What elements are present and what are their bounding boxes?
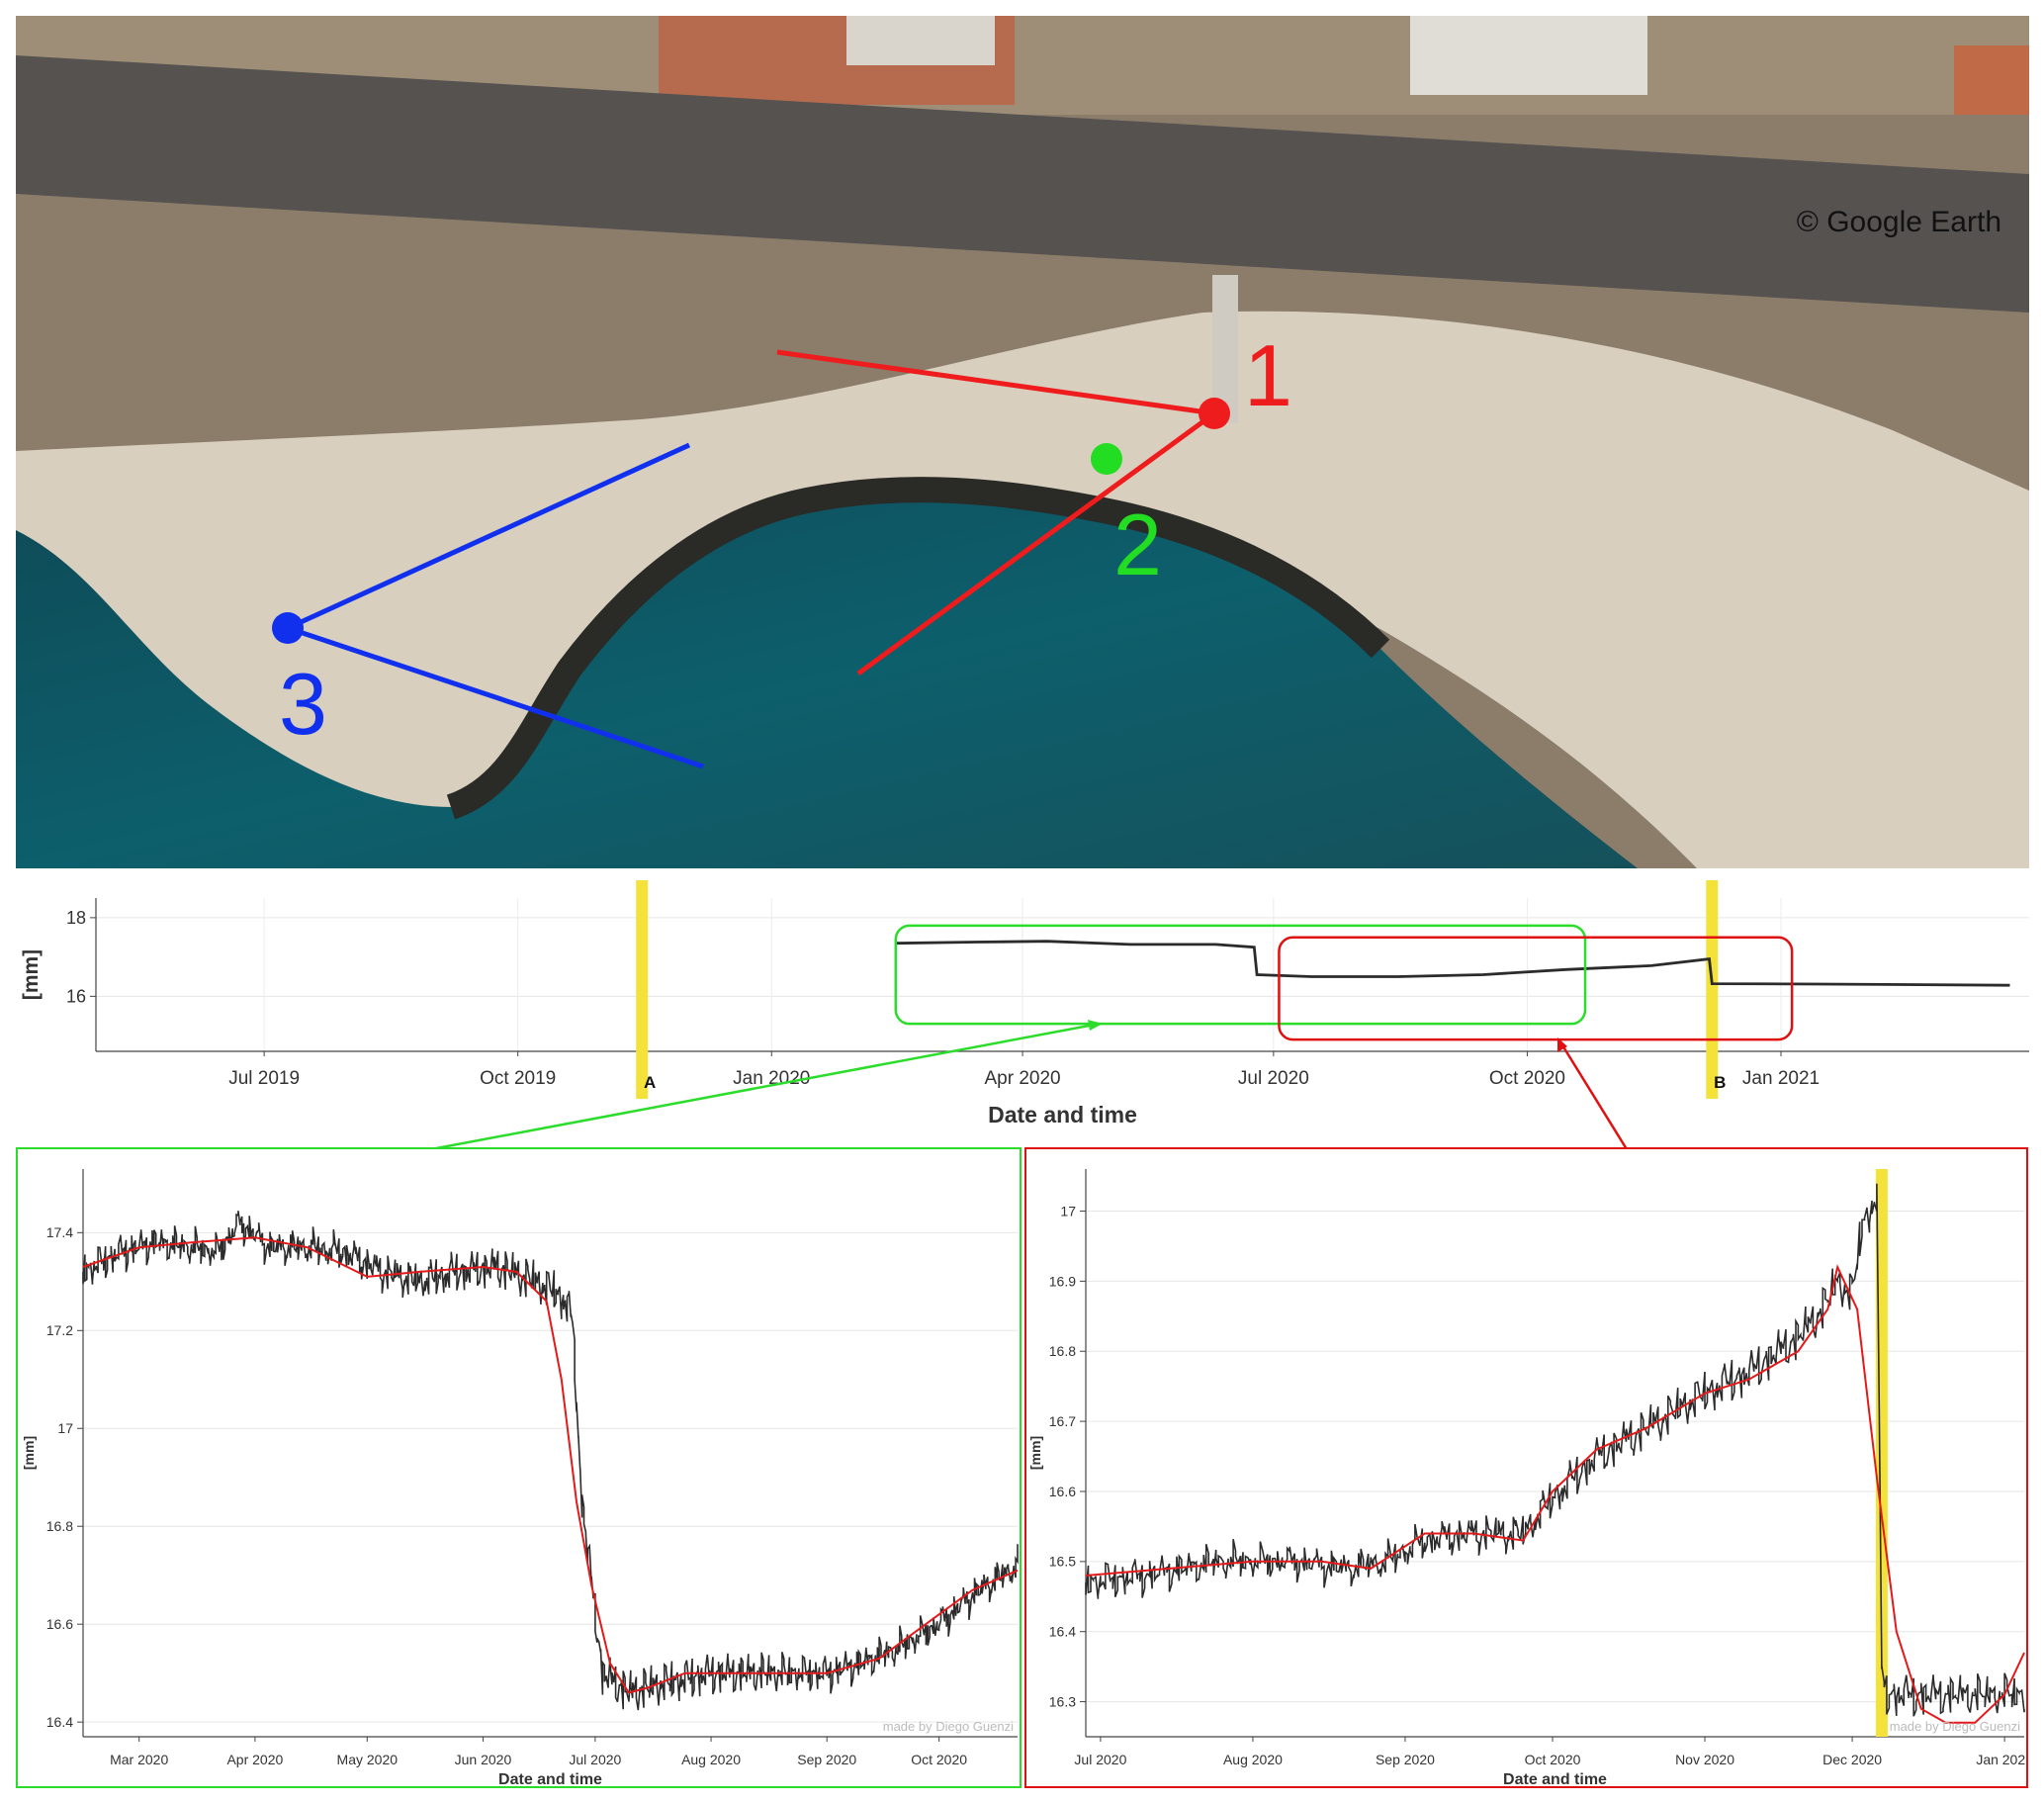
zoom-box-red bbox=[1278, 936, 1794, 1041]
zoom-panel-red: 16.3 16.4 16.5 16.6 16.7 16.8 16.9 17 Jul 2020 Au… bbox=[1024, 1147, 2033, 1788]
y-axis-title: [mm] bbox=[21, 1436, 37, 1470]
x-tick-label: Oct 2020 bbox=[1525, 1752, 1581, 1767]
aerial-photo: 1 2 3 © Google Earth bbox=[16, 16, 2029, 868]
house-3 bbox=[1410, 16, 1647, 95]
y-tick-label: 16.5 bbox=[1049, 1554, 1076, 1570]
x-tick-label: Jan 2021 bbox=[1742, 1068, 1820, 1089]
y-tick-label: 16.9 bbox=[1049, 1273, 1076, 1289]
x-tick-label: Jan 2020 bbox=[733, 1068, 810, 1089]
x-tick-label: Dec 2020 bbox=[1822, 1752, 1882, 1767]
x-axis-title: Date and time bbox=[498, 1771, 602, 1786]
y-tick-label: 16.8 bbox=[1049, 1343, 1076, 1359]
event-highlight-bar bbox=[1706, 880, 1719, 1099]
event-label: A bbox=[644, 1073, 656, 1092]
x-tick-label: Mar 2020 bbox=[110, 1752, 168, 1767]
x-axis-title: Date and time bbox=[1503, 1771, 1607, 1786]
x-tick-label: Aug 2020 bbox=[681, 1752, 741, 1767]
house-2 bbox=[846, 16, 995, 65]
zoom-chart-green: 16.4 16.6 16.8 17 17.2 17.4 Mar 2020 Apr 2020 Ma… bbox=[21, 1169, 1019, 1788]
marker-1-label: 1 bbox=[1244, 326, 1292, 424]
sea bbox=[16, 490, 1638, 868]
x-tick-label: Sep 2020 bbox=[797, 1752, 856, 1767]
overview-chart: 16 18 Jul 2019 Oct 2019 Jan 2020 Apr 2020 Jul … bbox=[20, 880, 2029, 1128]
coastal-road bbox=[16, 55, 2029, 313]
watermark: made by Diego Guenzi bbox=[883, 1719, 1014, 1734]
x-tick-label: Jan 2021 bbox=[1976, 1752, 2026, 1767]
y-tick-label: 16.4 bbox=[46, 1714, 73, 1730]
series-line-measured bbox=[1085, 1183, 2025, 1717]
y-tick-label: 17.2 bbox=[46, 1322, 73, 1338]
x-axis-title: Date and time bbox=[988, 1102, 1137, 1128]
event-label: B bbox=[1714, 1073, 1726, 1092]
cliff-edge bbox=[446, 477, 1390, 820]
zoom-panel-green: 16.4 16.6 16.8 17 17.2 17.4 Mar 2020 Apr 2020 Ma… bbox=[16, 1147, 1022, 1788]
x-tick-label: Apr 2020 bbox=[984, 1068, 1060, 1089]
x-tick-label: Sep 2020 bbox=[1376, 1752, 1435, 1767]
y-tick-label: 16.6 bbox=[1049, 1484, 1076, 1499]
house-4 bbox=[1954, 45, 2029, 115]
y-tick-label: 17.4 bbox=[46, 1224, 73, 1240]
x-tick-label: Jul 2020 bbox=[1074, 1752, 1126, 1767]
x-tick-label: Oct 2020 bbox=[1489, 1068, 1565, 1089]
y-axis-title: [mm] bbox=[1027, 1436, 1043, 1470]
y-tick-label: 16 bbox=[66, 987, 86, 1007]
marker-3-dot bbox=[272, 612, 304, 644]
marker-3-label: 3 bbox=[279, 655, 327, 753]
y-tick-label: 17 bbox=[57, 1420, 73, 1436]
event-highlight-bar bbox=[636, 880, 649, 1099]
x-tick-label: Oct 2019 bbox=[480, 1068, 556, 1089]
view-line-3b bbox=[287, 625, 704, 769]
x-tick-label: Jul 2020 bbox=[569, 1752, 621, 1767]
marker-2-dot bbox=[1091, 443, 1122, 475]
x-tick-label: Nov 2020 bbox=[1675, 1752, 1734, 1767]
series-line-trend bbox=[1085, 1264, 2025, 1724]
marker-1-dot bbox=[1199, 398, 1230, 429]
y-tick-label: 18 bbox=[66, 908, 86, 928]
series-line-measured bbox=[82, 1211, 1019, 1711]
zoom-chart-red: 16.3 16.4 16.5 16.6 16.7 16.8 16.9 17 Jul 2020 Au… bbox=[1027, 1169, 2033, 1788]
marker-2-label: 2 bbox=[1113, 496, 1162, 593]
x-tick-label: Apr 2020 bbox=[226, 1752, 283, 1767]
x-tick-label: Oct 2020 bbox=[911, 1752, 967, 1767]
y-tick-label: 16.6 bbox=[46, 1616, 73, 1632]
y-tick-label: 17 bbox=[1060, 1203, 1076, 1218]
y-axis-title: [mm] bbox=[20, 949, 43, 1000]
series-line-trend bbox=[82, 1236, 1019, 1694]
y-tick-label: 16.8 bbox=[46, 1518, 73, 1534]
view-line-1a bbox=[776, 349, 1215, 416]
view-line-3a bbox=[286, 442, 691, 631]
y-tick-label: 16.3 bbox=[1049, 1693, 1076, 1709]
x-tick-label: Jul 2019 bbox=[228, 1068, 300, 1089]
x-tick-label: Aug 2020 bbox=[1223, 1752, 1283, 1767]
watermark: made by Diego Guenzi bbox=[1890, 1719, 2020, 1734]
series-line bbox=[895, 940, 2010, 987]
y-tick-label: 16.4 bbox=[1049, 1624, 1076, 1640]
x-tick-label: May 2020 bbox=[337, 1752, 399, 1767]
x-tick-label: Jul 2020 bbox=[1238, 1068, 1309, 1089]
image-credit: © Google Earth bbox=[1797, 206, 2001, 238]
zoom-box-green bbox=[894, 924, 1587, 1026]
y-tick-label: 16.7 bbox=[1049, 1413, 1076, 1429]
x-tick-label: Jun 2020 bbox=[455, 1752, 512, 1767]
view-line-1b bbox=[856, 410, 1216, 676]
